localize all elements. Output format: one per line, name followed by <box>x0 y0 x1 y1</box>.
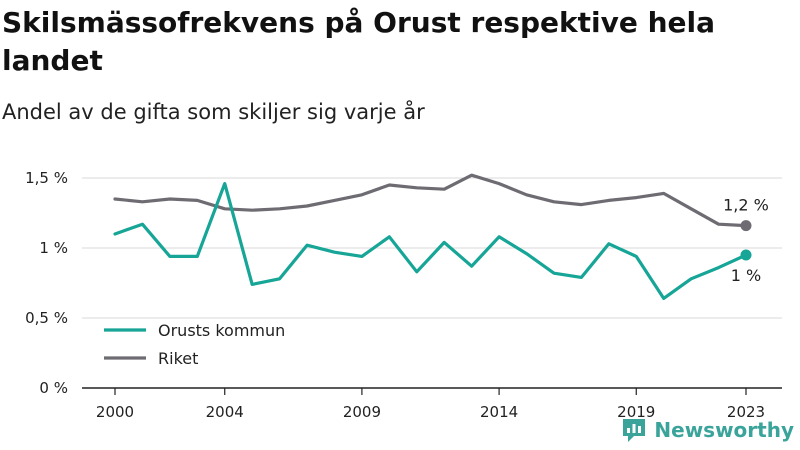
end-label-orust: 1 % <box>731 266 761 285</box>
end-marker-riket <box>740 220 752 232</box>
y-tick-label: 0 % <box>39 379 68 397</box>
x-tick-label: 2023 <box>727 403 765 421</box>
brand-name: Newsworthy <box>654 418 794 442</box>
series-line-orust <box>113 182 748 300</box>
series-line-riket <box>113 173 748 228</box>
chart-title: Skilsmässofrekvens på Orust respektive h… <box>2 6 716 77</box>
newsworthy-logo: Newsworthy <box>620 416 794 444</box>
y-tick-label: 1,5 % <box>25 169 68 187</box>
newsworthy-logo-icon <box>623 419 646 442</box>
x-tick-label: 2019 <box>617 403 655 421</box>
legend-label: Orusts kommun <box>158 321 285 340</box>
x-tick-label: 2009 <box>343 403 381 421</box>
end-label-riket: 1,2 % <box>723 196 769 215</box>
x-tick-label: 2000 <box>96 403 134 421</box>
chart-subtitle: Andel av de gifta som skiljer sig varje … <box>2 100 425 124</box>
legend: Orusts kommun Riket <box>104 321 285 368</box>
end-marker-orust <box>740 249 752 261</box>
x-tick-label: 2014 <box>480 403 518 421</box>
y-tick-label: 1 % <box>39 239 68 257</box>
x-tick-label: 2004 <box>206 403 244 421</box>
grid-lines <box>82 177 782 319</box>
axes: 0 % 0,5 % 1 % 1,5 % 2000 2004 2009 2014 2019 2023 <box>25 169 782 421</box>
series-lines: 1,2 % 1 % <box>113 173 769 300</box>
legend-label: Riket <box>158 349 198 368</box>
y-tick-label: 0,5 % <box>25 309 68 327</box>
